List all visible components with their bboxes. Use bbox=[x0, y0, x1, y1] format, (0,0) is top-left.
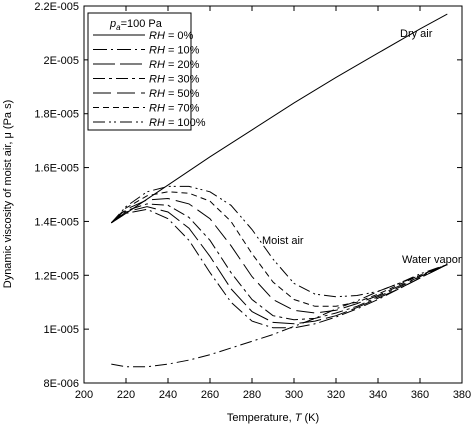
x-tick-label: 320 bbox=[327, 389, 345, 401]
plot-frame bbox=[83, 5, 463, 384]
y-tick-label: 1E-005 bbox=[44, 324, 79, 336]
x-tick-label: 300 bbox=[285, 389, 303, 401]
legend-label-rh-100: RH = 100% bbox=[149, 117, 206, 129]
series-line-rh-10 bbox=[111, 208, 448, 329]
legend-label-rh-70: RH = 70% bbox=[149, 103, 200, 115]
y-tick-label: 1.8E-005 bbox=[34, 109, 79, 121]
x-tick-label: 360 bbox=[411, 389, 429, 401]
annotation-moist-air: Moist air bbox=[262, 235, 304, 247]
x-tick-label: 340 bbox=[369, 389, 387, 401]
series-line-rh-50 bbox=[110, 197, 448, 314]
x-tick-label: 260 bbox=[201, 389, 219, 401]
legend-entries: RH = 0% RH = 10% RH = 20% RH = 30% RH = 50% R… bbox=[93, 30, 206, 129]
x-tick-label: 280 bbox=[243, 389, 261, 401]
legend-label-rh-30: RH = 30% bbox=[149, 74, 200, 86]
series-line-rh-30 bbox=[110, 203, 448, 321]
series-layer bbox=[110, 13, 448, 368]
x-tick-label: 240 bbox=[159, 389, 177, 401]
x-tick-label: 200 bbox=[75, 389, 93, 401]
series-line-rh-20 bbox=[111, 206, 448, 325]
x-tick-label: 220 bbox=[117, 389, 135, 401]
y-tick-label: 1.4E-005 bbox=[34, 216, 79, 228]
y-axis-label: Dynamic viscosity of moist air, μ (Pa s) bbox=[2, 100, 14, 289]
y-tick-label: 2E-005 bbox=[44, 55, 79, 67]
legend-label-rh-10: RH = 10% bbox=[149, 45, 200, 57]
legend-title: pa=100 Pa bbox=[109, 18, 163, 32]
y-tick-label: 1.6E-005 bbox=[34, 163, 79, 175]
ticks-layer: 200 220 240 260 280 300 320 340 360 380 8E-006 1E-0… bbox=[34, 1, 471, 401]
legend-box bbox=[87, 12, 192, 131]
legend: pa=100 Pa RH = 0% RH = 10% RH = 20% RH = 30… bbox=[87, 12, 206, 131]
legend-label-rh-0: RH = 0% bbox=[149, 30, 194, 42]
y-tick-label: 1.2E-005 bbox=[34, 270, 79, 282]
y-tick-label: 8E-006 bbox=[44, 378, 79, 390]
legend-label-rh-50: RH = 50% bbox=[149, 88, 200, 100]
x-tick-label: 380 bbox=[453, 389, 471, 401]
x-axis-label: Temperature, T (K) bbox=[227, 412, 319, 424]
annotation-water-vapor: Water vapor bbox=[402, 254, 462, 266]
annotation-dry-air: Dry air bbox=[400, 28, 433, 40]
series-line-rh-70 bbox=[110, 191, 448, 307]
y-tick-label: 2.2E-005 bbox=[34, 1, 79, 13]
series-line-rh-0 bbox=[111, 13, 448, 224]
legend-label-rh-20: RH = 20% bbox=[149, 59, 200, 71]
series-line-water-vapor bbox=[111, 264, 448, 368]
